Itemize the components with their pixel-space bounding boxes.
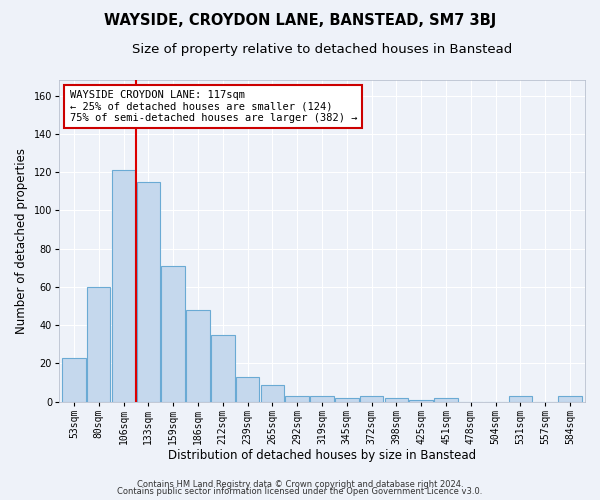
Bar: [186, 310, 210, 402]
Bar: [409, 400, 433, 402]
Bar: [112, 170, 135, 402]
Bar: [335, 398, 359, 402]
Text: Contains public sector information licensed under the Open Government Licence v3: Contains public sector information licen…: [118, 487, 482, 496]
Text: WAYSIDE CROYDON LANE: 117sqm
← 25% of detached houses are smaller (124)
75% of s: WAYSIDE CROYDON LANE: 117sqm ← 25% of de…: [70, 90, 357, 123]
Bar: [360, 396, 383, 402]
X-axis label: Distribution of detached houses by size in Banstead: Distribution of detached houses by size …: [168, 450, 476, 462]
Y-axis label: Number of detached properties: Number of detached properties: [15, 148, 28, 334]
Bar: [87, 287, 110, 402]
Bar: [434, 398, 458, 402]
Text: Contains HM Land Registry data © Crown copyright and database right 2024.: Contains HM Land Registry data © Crown c…: [137, 480, 463, 489]
Bar: [211, 335, 235, 402]
Bar: [286, 396, 309, 402]
Text: WAYSIDE, CROYDON LANE, BANSTEAD, SM7 3BJ: WAYSIDE, CROYDON LANE, BANSTEAD, SM7 3BJ: [104, 12, 496, 28]
Bar: [385, 398, 408, 402]
Bar: [161, 266, 185, 402]
Title: Size of property relative to detached houses in Banstead: Size of property relative to detached ho…: [132, 42, 512, 56]
Bar: [62, 358, 86, 402]
Bar: [509, 396, 532, 402]
Bar: [137, 182, 160, 402]
Bar: [559, 396, 582, 402]
Bar: [236, 377, 259, 402]
Bar: [310, 396, 334, 402]
Bar: [260, 384, 284, 402]
